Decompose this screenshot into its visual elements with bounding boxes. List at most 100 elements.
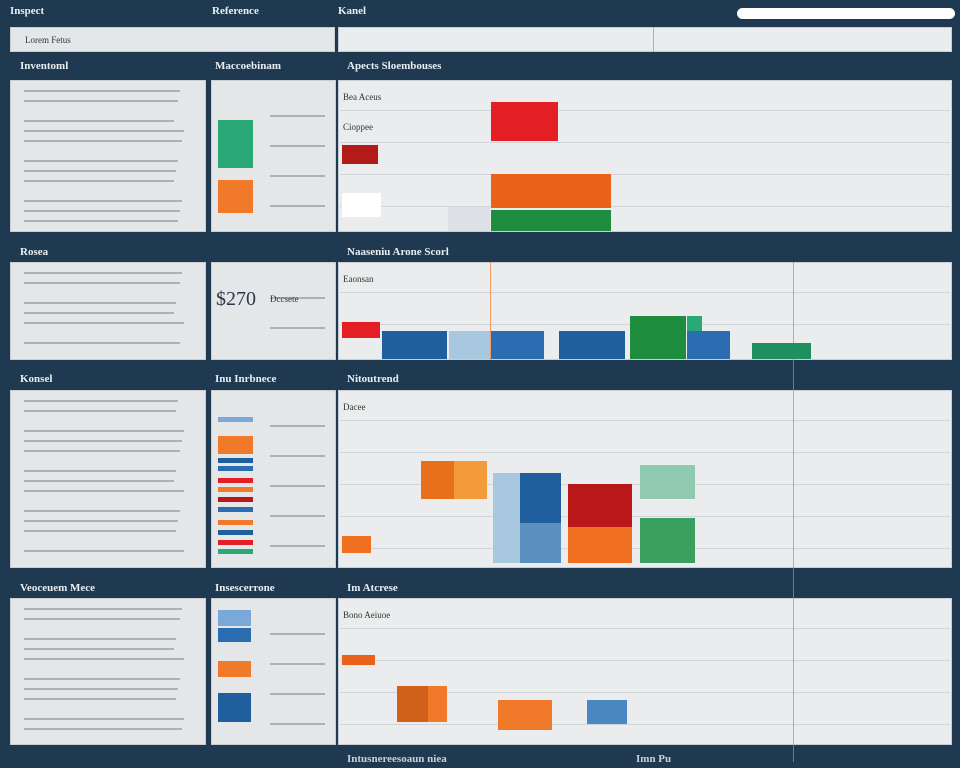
bar-shape [428, 686, 447, 722]
legend-swatch [218, 549, 253, 554]
bar-shape [491, 102, 558, 141]
text-line [24, 100, 178, 102]
bar-shape [493, 473, 520, 563]
legend-text [270, 115, 325, 117]
legend-swatch [218, 497, 253, 502]
text-line [24, 282, 180, 284]
bar-shape [630, 316, 686, 359]
text-line [24, 220, 178, 222]
text-line [24, 200, 182, 202]
legend-swatch [218, 530, 253, 535]
legend-text [270, 663, 325, 665]
legend-swatch [218, 507, 253, 512]
top-strip [338, 27, 952, 52]
text-line [24, 210, 180, 212]
legend-swatch [218, 458, 253, 463]
text-line [24, 170, 176, 172]
legend-text [270, 723, 325, 725]
text-line [24, 342, 180, 344]
bar-shape [498, 700, 552, 730]
legend-text [270, 297, 325, 299]
text-line [24, 688, 178, 690]
legend-text [270, 633, 325, 635]
text-line [24, 678, 180, 680]
text-line [24, 648, 174, 650]
text-line [24, 130, 184, 132]
nav-label[interactable]: Kanel [338, 5, 367, 17]
text-line [24, 490, 184, 492]
legend-text [270, 145, 325, 147]
legend-title: Maccoebinam [215, 60, 281, 72]
grid-line [340, 628, 950, 629]
bar-shape [568, 527, 632, 563]
text-panel [10, 598, 206, 745]
bar-shape [491, 331, 544, 359]
legend-text [270, 515, 325, 517]
grid-line [340, 660, 950, 661]
grid-line [340, 452, 950, 453]
legend-text [270, 425, 325, 427]
legend-swatch [218, 436, 253, 454]
bar-shape [520, 473, 561, 523]
grid-line [340, 420, 950, 421]
grid-line [340, 142, 950, 143]
legend-title: Inu Inrbnece [215, 373, 277, 385]
text-line [24, 480, 174, 482]
legend-text [270, 545, 325, 547]
text-line [24, 90, 180, 92]
legend-swatch [218, 120, 253, 168]
text-line [24, 470, 176, 472]
text-line [24, 718, 184, 720]
kpi-caption: Dccsete [270, 294, 299, 304]
grid-line [340, 292, 950, 293]
chart-label: Eaonsan [343, 274, 374, 284]
nav-label[interactable]: Reference [212, 5, 259, 17]
bar-shape [587, 700, 627, 724]
bar-shape [342, 655, 375, 665]
bar-shape [491, 210, 611, 231]
text-line [24, 140, 182, 142]
nav-label[interactable]: Inspect [10, 5, 45, 17]
text-panel [10, 390, 206, 568]
text-line [24, 180, 174, 182]
section-title: Konsel [20, 373, 53, 385]
text-line [24, 272, 182, 274]
text-line [24, 430, 184, 432]
legend-text [270, 327, 325, 329]
chart-label: Cioppee [343, 122, 373, 132]
legend-title: Insescerrone [215, 582, 275, 594]
text-line [24, 638, 176, 640]
legend-swatch [218, 478, 253, 483]
text-line [24, 400, 178, 402]
bar-shape [752, 343, 811, 359]
filter-panel[interactable]: Lorem Fetus [10, 27, 335, 52]
grid-line [340, 724, 950, 725]
legend-swatch [218, 693, 251, 722]
bar-shape [640, 465, 695, 499]
marker-line [793, 262, 794, 762]
bar-shape [342, 145, 378, 164]
grid-line [340, 206, 950, 207]
legend-text [270, 175, 325, 177]
footer-label: Imn Pu [636, 753, 672, 765]
text-line [24, 550, 184, 552]
text-line [24, 440, 182, 442]
text-line [24, 728, 182, 730]
bar-shape [491, 174, 611, 208]
bar-shape [687, 316, 702, 331]
chart-title: Nitoutrend [347, 373, 399, 385]
legend-swatch [218, 487, 253, 492]
grid-line [340, 174, 950, 175]
text-line [24, 410, 176, 412]
legend-text [270, 693, 325, 695]
marker-line [653, 27, 654, 52]
grid-line [340, 692, 950, 693]
footer-label: Intusnereesoaun niea [347, 753, 447, 765]
bar-shape [448, 207, 490, 231]
chart-title: Im Atcrese [347, 582, 398, 594]
chart-label: Bono Aeiuoe [343, 610, 391, 620]
legend-text [270, 485, 325, 487]
search-box[interactable] [737, 8, 955, 19]
bar-shape [342, 536, 371, 553]
